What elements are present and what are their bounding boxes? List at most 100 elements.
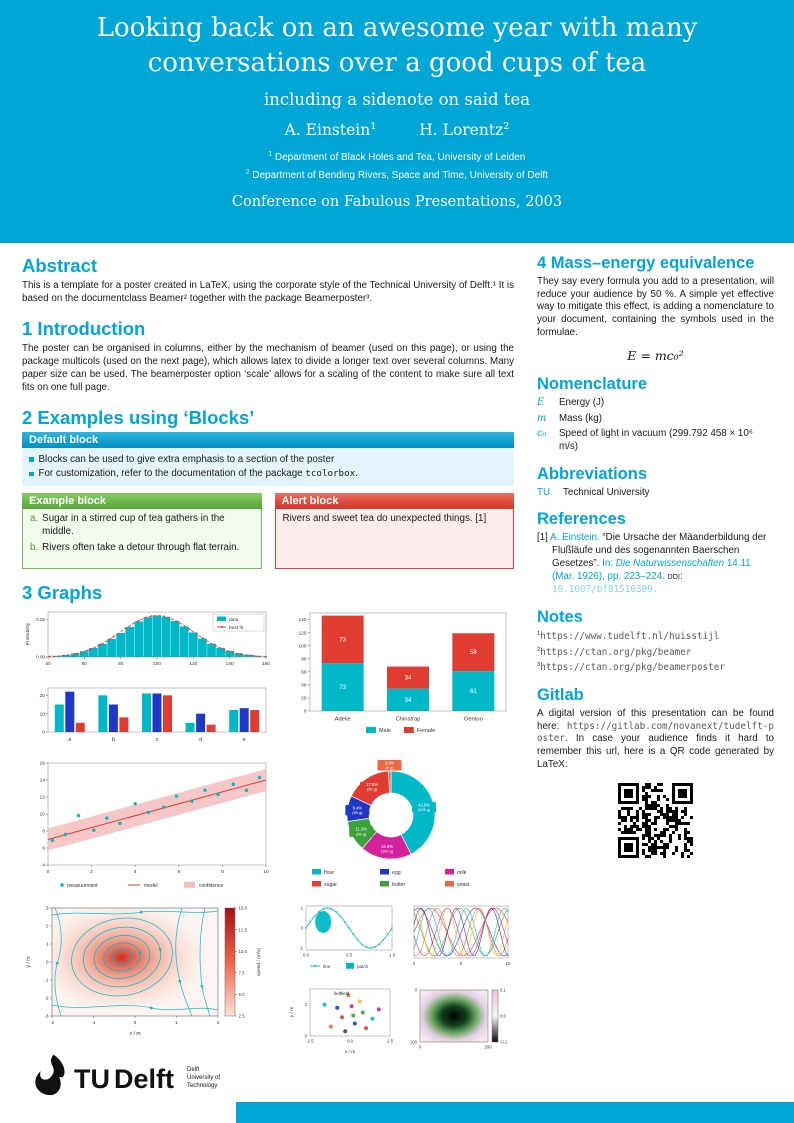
- svg-text:40: 40: [301, 683, 307, 689]
- svg-text:1.0: 1.0: [389, 953, 396, 958]
- svg-text:9.4%: 9.4%: [353, 806, 363, 811]
- abstract-section: Abstract This is a template for a poster…: [22, 255, 514, 305]
- svg-text:120: 120: [298, 631, 306, 637]
- penguin-stacked-bar-chart: 73 73 Adelie 34 34 Chinstrap 61 58 Gentoo 0 20 40 60…: [278, 607, 513, 748]
- alert-block-text: Rivers and sweet tea do unexpected thing…: [274, 509, 514, 570]
- svg-text:73: 73: [339, 686, 346, 692]
- svg-text:patch: patch: [357, 964, 369, 969]
- graphs-section: 3 Graphs 40 60 80 100 120 140 160 0.00 0.02 Proba…: [22, 582, 514, 1061]
- svg-text:2: 2: [305, 1003, 308, 1008]
- footer-bar: [236, 1102, 794, 1123]
- svg-text:100: 100: [153, 661, 161, 667]
- poster-authors: A. Einstein1 H. Lorentz2: [0, 121, 794, 139]
- svg-text:0: 0: [47, 869, 50, 875]
- svg-text:-2.5: -2.5: [306, 1039, 314, 1044]
- note-item: 3https://ctan.org/pkg/beamerposter: [537, 661, 725, 673]
- doi-link[interactable]: 10.1007/bf01510300.: [552, 583, 659, 595]
- svg-text:10: 10: [506, 961, 511, 966]
- svg-text:(225 g): (225 g): [418, 807, 431, 812]
- alert-block: Alert block Rivers and sweet tea do unex…: [274, 493, 514, 570]
- conference-name: Conference on Fabulous Presentations, 20…: [231, 194, 563, 211]
- svg-text:1: 1: [46, 942, 49, 948]
- abbreviations-section: Abbreviations TU Technical University: [537, 465, 774, 498]
- note-url[interactable]: https://ctan.org/pkg/beamerposter: [540, 661, 725, 673]
- reference-marker: [1]: [537, 531, 548, 543]
- svg-text:0.1: 0.1: [500, 988, 506, 993]
- svg-text:-2: -2: [44, 996, 49, 1002]
- author-1: A. Einstein1: [284, 121, 377, 140]
- svg-text:0: 0: [415, 988, 418, 993]
- svg-text:20: 20: [301, 696, 307, 702]
- svg-text:Chinstrap: Chinstrap: [396, 717, 421, 723]
- svg-text:0.0: 0.0: [347, 1039, 353, 1044]
- note-url[interactable]: https://www.tudelft.nl/huisstijl: [540, 631, 720, 643]
- bullet-square-icon: [29, 457, 34, 462]
- svg-text:Female: Female: [417, 729, 435, 735]
- gitlab-heading: Gitlab: [537, 686, 584, 705]
- svg-text:0.0: 0.0: [500, 1014, 506, 1019]
- svg-text:measurement: measurement: [67, 883, 98, 889]
- svg-text:-3: -3: [44, 1014, 49, 1020]
- svg-text:15.0: 15.0: [239, 906, 248, 911]
- svg-text:Gentoo: Gentoo: [464, 717, 483, 723]
- mass-energy-section: 4 Mass–energy equivalence They say every…: [537, 254, 774, 363]
- svg-text:0.02: 0.02: [36, 618, 45, 623]
- svg-text:140: 140: [226, 661, 234, 667]
- histogram-chart: 40 60 80 100 120 140 160 0.00 0.02 Probability dat…: [22, 607, 272, 682]
- poster-subtitle: including a sidenote on said tea: [263, 90, 531, 110]
- svg-text:3: 3: [46, 906, 49, 912]
- svg-text:60: 60: [82, 661, 88, 667]
- abstract-heading: Abstract: [22, 255, 98, 276]
- svg-text:model: model: [144, 883, 158, 889]
- svg-text:line: line: [323, 964, 331, 969]
- default-block-title: Default block: [22, 432, 514, 449]
- svg-text:10: 10: [40, 812, 46, 818]
- abbreviations-heading: Abbreviations: [537, 465, 648, 484]
- svg-text:1: 1: [301, 906, 304, 911]
- examples-heading: 2 Examples using ‘Blocks’: [22, 407, 255, 429]
- nomenclature-section: Nomenclature E Energy (J) m Mass (kg) c₀…: [537, 376, 774, 453]
- example-alert-row: Example block a. Sugar in a stirred cup …: [22, 493, 514, 570]
- qr-wrap: [537, 778, 774, 867]
- default-block-item: Blocks can be used to give extra emphasi…: [29, 454, 507, 467]
- gitlab-link[interactable]: https://gitlab.com/novanext/tudelft-post…: [537, 720, 774, 745]
- svg-text:4: 4: [134, 869, 137, 875]
- svg-text:e: e: [243, 737, 246, 743]
- abstract-text: This is a template for a poster created …: [22, 280, 514, 304]
- svg-text:(100 g): (100 g): [381, 849, 394, 854]
- example-item-label: a.: [30, 513, 39, 525]
- logo-tagline-line: Technology: [187, 1083, 217, 1089]
- svg-text:6: 6: [177, 869, 180, 875]
- example-block-title: Example block: [22, 493, 262, 510]
- svg-text:0: 0: [413, 961, 416, 966]
- svg-text:200: 200: [485, 1045, 493, 1050]
- reference-in-label: In:: [602, 557, 614, 569]
- abbreviation-row: TU Technical University: [537, 487, 774, 498]
- svg-text:y / m: y / m: [26, 957, 32, 968]
- svg-text:4: 4: [42, 863, 45, 869]
- svg-text:6: 6: [42, 846, 45, 852]
- graphs-grid: 40 60 80 100 120 140 160 0.00 0.02 Probability dat…: [22, 607, 514, 1061]
- poster-affiliations: 1 Department of Black Holes and Tea, Uni…: [0, 149, 794, 184]
- svg-text:egg: egg: [392, 870, 401, 876]
- example-block: Example block a. Sugar in a stirred cup …: [22, 493, 262, 570]
- svg-text:2: 2: [90, 869, 93, 875]
- svg-text:best fit: best fit: [229, 625, 244, 631]
- introduction-heading: 1 Introduction: [22, 318, 146, 340]
- svg-text:140: 140: [298, 618, 306, 624]
- svg-text:0: 0: [134, 1020, 137, 1026]
- poster-header: Looking back on an awesome year with man…: [0, 0, 794, 243]
- gitlab-text: A digital version of this presentation c…: [537, 707, 774, 770]
- reference-author: A. Einstein.: [550, 531, 600, 543]
- svg-text:16: 16: [40, 761, 46, 767]
- svg-text:b: b: [112, 737, 115, 743]
- svg-text:flour: flour: [324, 870, 334, 876]
- note-url[interactable]: https://ctan.org/pkg/beamer: [540, 646, 692, 658]
- svg-text:0.0: 0.0: [303, 953, 310, 958]
- svg-text:5.0: 5.0: [239, 992, 246, 997]
- svg-text:(5 g): (5 g): [386, 765, 395, 770]
- svg-text:12.5: 12.5: [239, 928, 248, 933]
- nomenclature-desc: Speed of light in vacuum (299.792 458 × …: [559, 427, 753, 452]
